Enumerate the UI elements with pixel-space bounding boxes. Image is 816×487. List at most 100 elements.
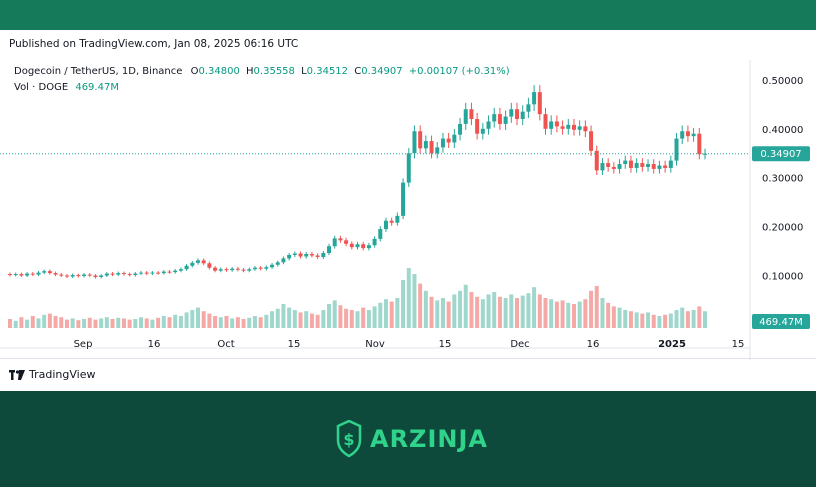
- volume-bar: [623, 310, 628, 328]
- volume-bar: [361, 307, 366, 328]
- x-tick-label: 15: [732, 339, 745, 350]
- candle-body: [315, 255, 320, 257]
- candle-body: [389, 220, 394, 223]
- candle-body: [611, 166, 616, 169]
- candle-body: [600, 163, 605, 171]
- y-tick-label: 0.10000: [762, 272, 803, 283]
- candle-body: [87, 274, 92, 276]
- candle-body: [70, 275, 75, 277]
- volume-bar: [247, 317, 252, 328]
- volume-bar: [156, 317, 161, 328]
- candle-body: [292, 253, 297, 255]
- candle-body: [281, 258, 286, 263]
- candle-body: [110, 273, 115, 275]
- high-key: H: [246, 66, 254, 77]
- volume-bar: [611, 306, 616, 328]
- candle-body: [184, 265, 189, 270]
- volume-bar: [116, 317, 121, 328]
- candle-body: [520, 111, 525, 120]
- candle-body: [121, 273, 126, 275]
- volume-bars: [8, 268, 707, 328]
- candle-body: [213, 267, 218, 271]
- candle-body: [30, 273, 35, 275]
- volume-bar: [349, 310, 354, 328]
- candle-body: [25, 273, 30, 276]
- arzinja-brand[interactable]: $ ARZINJA: [336, 420, 488, 458]
- volume-bar: [515, 298, 520, 328]
- volume-bar: [674, 310, 679, 328]
- candle-body: [82, 274, 87, 277]
- candle-body: [532, 92, 537, 105]
- candle-body: [668, 160, 673, 168]
- volume-bar: [366, 310, 371, 328]
- volume-bar: [13, 320, 18, 328]
- volume-bar: [59, 317, 64, 328]
- y-tick-label: 0.40000: [762, 125, 803, 136]
- candle-body: [395, 215, 400, 223]
- volume-bar: [30, 316, 35, 328]
- volume-bar: [497, 296, 502, 328]
- candle-body: [583, 126, 588, 132]
- volume-bar: [252, 316, 257, 328]
- volume-bar: [321, 310, 326, 328]
- volume-bar: [372, 306, 377, 328]
- volume-bar: [589, 290, 594, 328]
- volume-bar: [554, 301, 559, 328]
- candle-body: [252, 267, 257, 270]
- volume-legend: Vol · DOGE 469.47M: [14, 82, 119, 93]
- candle-body: [680, 131, 685, 139]
- candle-body: [99, 275, 104, 278]
- candle-body: [207, 263, 212, 268]
- volume-bar: [606, 302, 611, 328]
- candle-body: [418, 131, 423, 149]
- candlestick-chart[interactable]: 0.50000 0.40000 0.30000 0.20000 0.10000 Sep 1…: [0, 60, 816, 360]
- volume-bar: [25, 319, 30, 328]
- candle-body: [218, 269, 223, 271]
- volume-bar: [463, 284, 468, 328]
- tradingview-icon: [9, 369, 25, 380]
- candle-body: [76, 275, 81, 277]
- candle-body: [298, 253, 303, 257]
- volume-bar: [668, 313, 673, 328]
- y-tick-label: 0.20000: [762, 223, 803, 234]
- volume-bar: [440, 298, 445, 328]
- x-tick-label: 16: [587, 339, 600, 350]
- close-value: 0.34907: [361, 66, 403, 77]
- candle-body: [178, 269, 183, 271]
- volume-bar: [685, 311, 690, 328]
- y-tick-label: 0.30000: [762, 174, 803, 185]
- volume-bar: [264, 314, 269, 328]
- candle-body: [691, 133, 696, 137]
- candle-body: [469, 109, 474, 120]
- volume-bar: [628, 311, 633, 328]
- candle-body: [663, 165, 668, 168]
- candle-body: [270, 264, 275, 268]
- volume-bar: [139, 317, 144, 328]
- volume-bar: [577, 301, 582, 328]
- volume-bar: [304, 311, 309, 328]
- candle-body: [361, 244, 366, 249]
- volume-bar: [526, 293, 531, 328]
- y-axis-ticks: 0.50000 0.40000 0.30000 0.20000 0.10000: [762, 76, 803, 283]
- volume-bar: [173, 314, 178, 328]
- candle-body: [406, 153, 411, 183]
- candle-body: [617, 164, 622, 169]
- volume-bar: [47, 313, 52, 328]
- volume-bar: [571, 304, 576, 328]
- candle-body: [623, 160, 628, 165]
- x-tick-label: Oct: [217, 339, 234, 350]
- candle-body: [258, 267, 263, 269]
- tradingview-logo[interactable]: TradingView: [9, 368, 95, 381]
- volume-bar: [446, 301, 451, 328]
- candle-body: [486, 121, 491, 129]
- volume-bar: [663, 314, 668, 328]
- candle-body: [452, 134, 457, 143]
- candle-body: [104, 273, 109, 276]
- x-tick-label: 15: [288, 339, 301, 350]
- volume-bar: [680, 307, 685, 328]
- candle-body: [201, 260, 206, 264]
- volume-bar: [703, 311, 707, 328]
- candle-body: [685, 131, 690, 137]
- volume-bar: [480, 299, 485, 328]
- volume-bar: [503, 298, 508, 328]
